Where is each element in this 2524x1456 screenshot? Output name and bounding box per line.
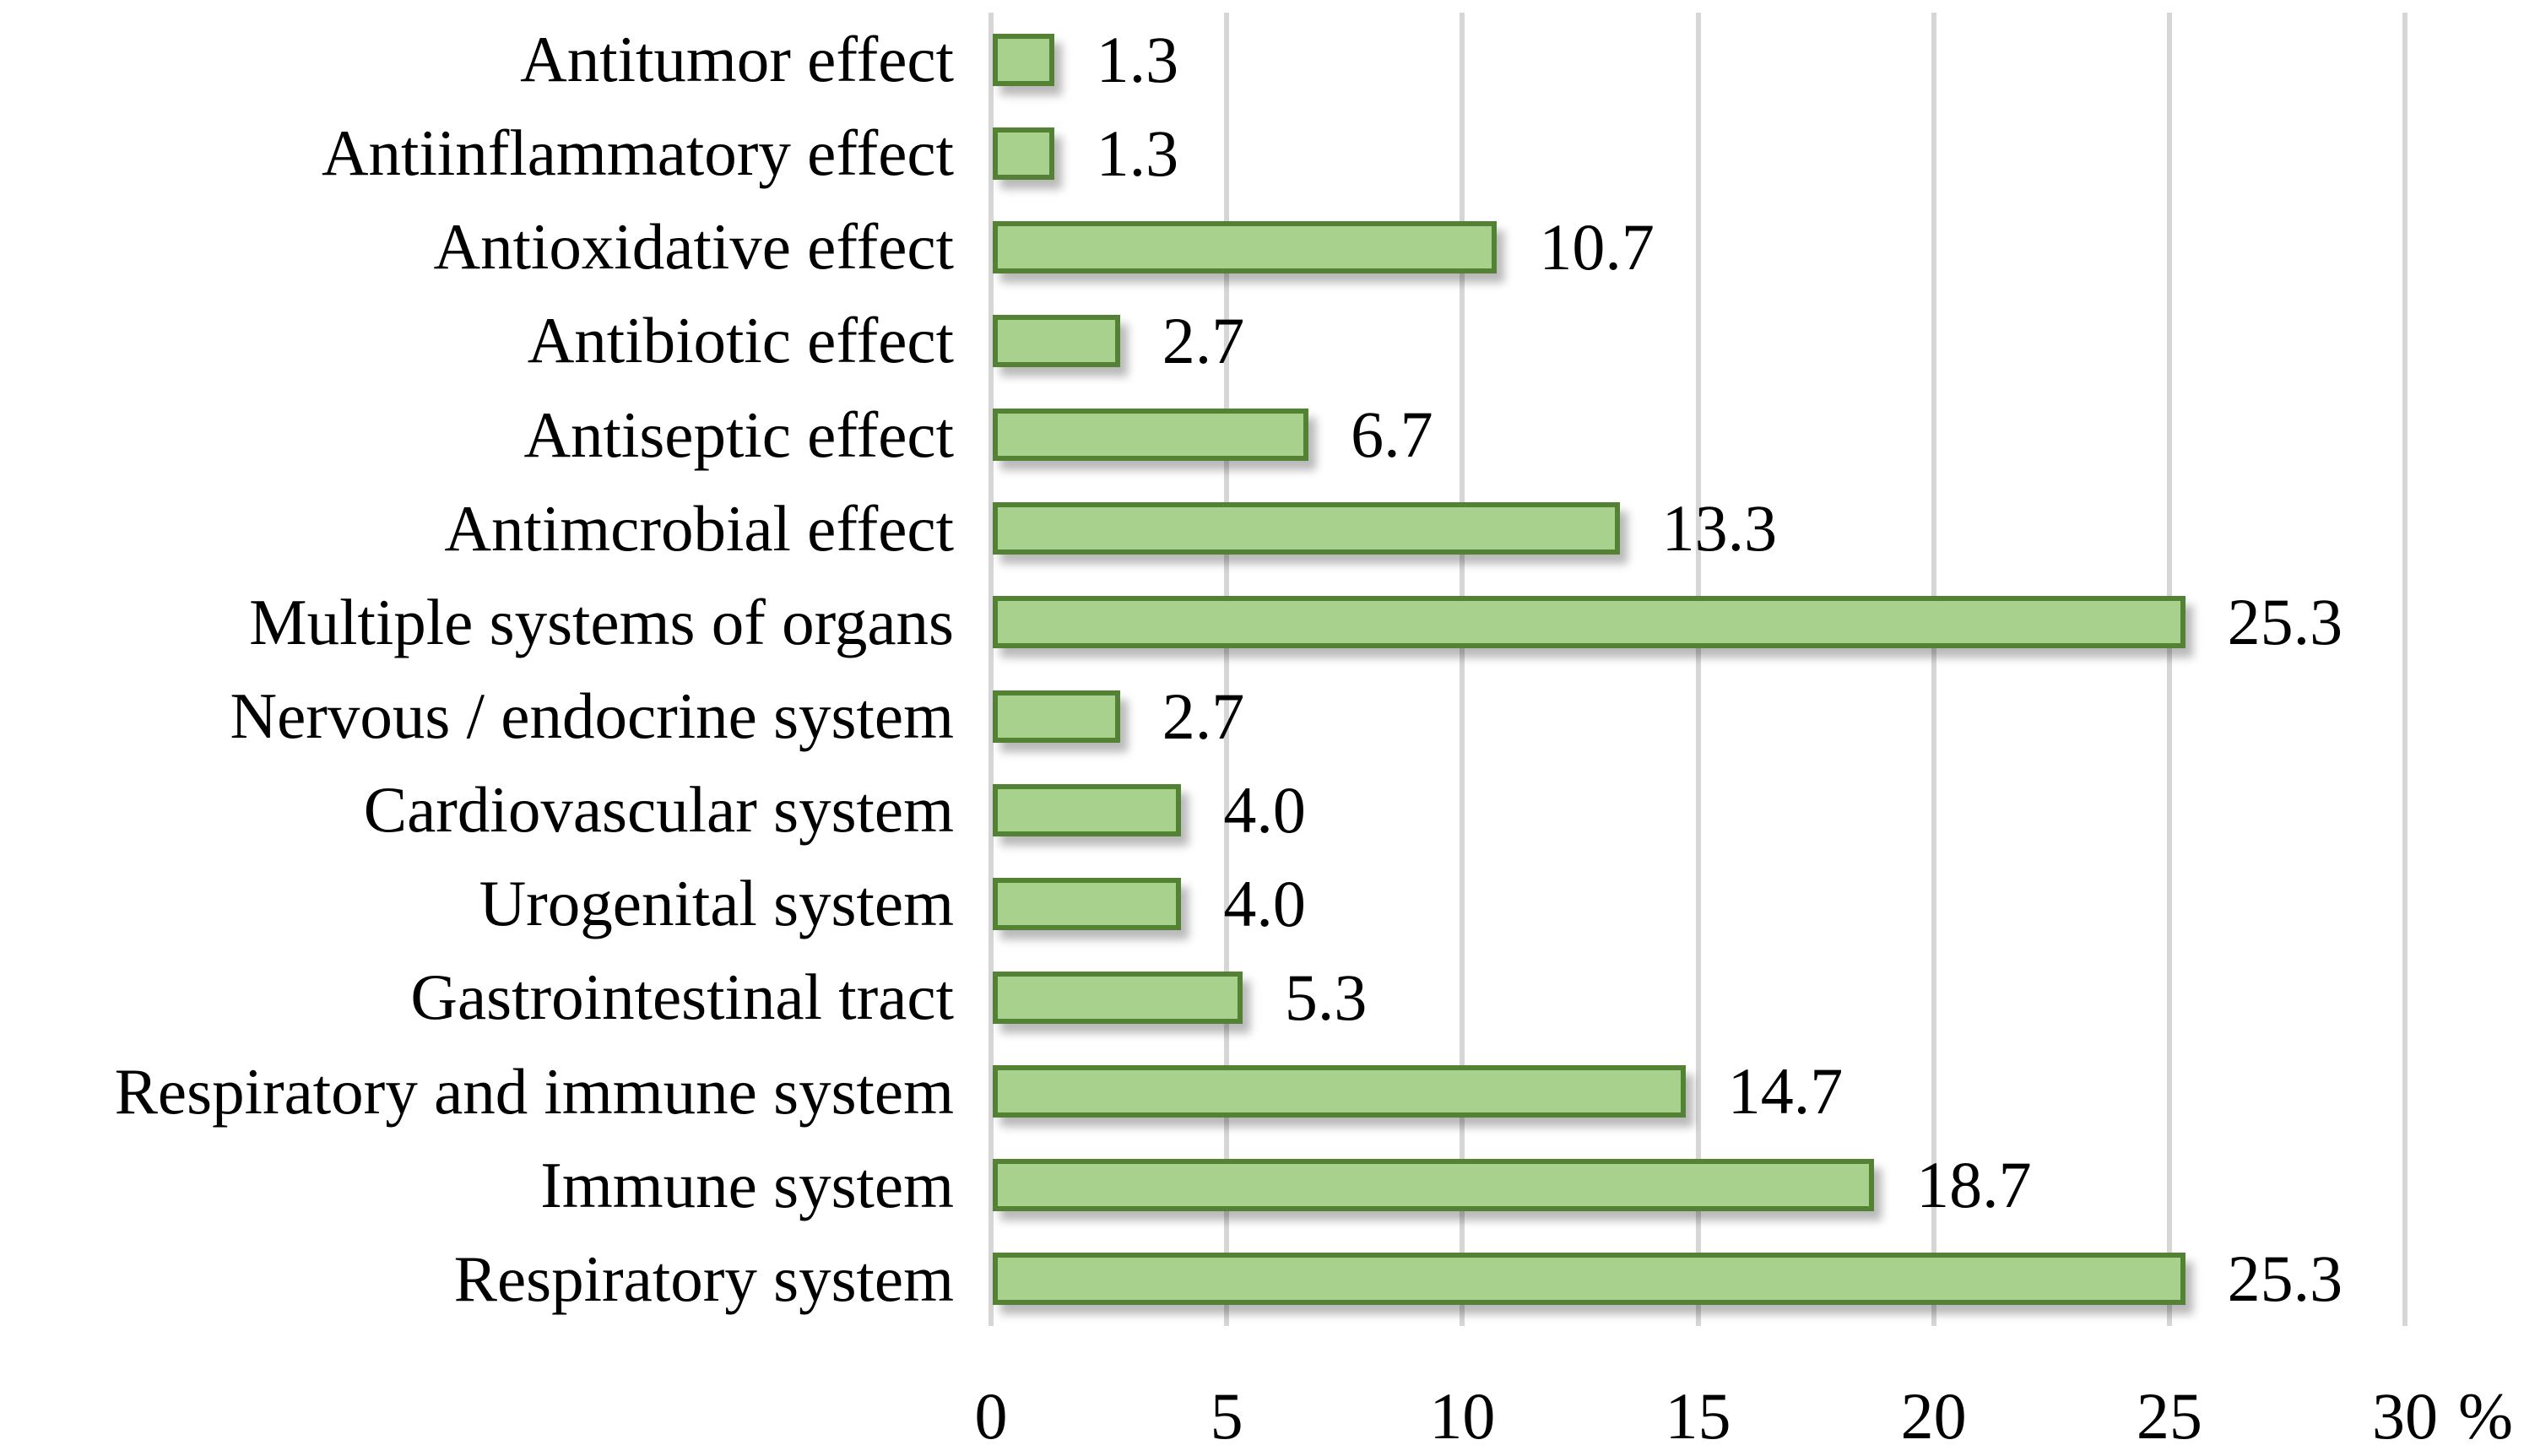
category-label: Antioxidative effect [433, 210, 955, 284]
category-label: Gastrointestinal tract [410, 961, 954, 1034]
bar [993, 971, 1243, 1024]
value-label: 1.3 [1096, 22, 1179, 96]
bar-row: 25.3 [991, 576, 2405, 669]
bar-row: 4.0 [991, 857, 2405, 950]
value-label: 2.7 [1162, 303, 1245, 377]
x-tick-label: 30% [2372, 1379, 2513, 1453]
value-label: 2.7 [1162, 679, 1245, 753]
plot-area: 1.3 1.3 10.7 2.7 6.7 13.3 25.3 2.7 4.0 4… [988, 13, 2408, 1326]
category-label: Respiratory system [453, 1242, 954, 1315]
x-tick-label: 0 [974, 1379, 1008, 1453]
bar [993, 314, 1120, 367]
bar-row: 10.7 [991, 200, 2405, 294]
bar-row: 4.0 [991, 763, 2405, 857]
bar [993, 596, 2185, 649]
value-label: 5.3 [1284, 960, 1368, 1034]
bar-row: 18.7 [991, 1139, 2405, 1232]
category-label: Antibiotic effect [527, 304, 954, 377]
category-label: Antitumor effect [520, 23, 954, 96]
bar [993, 690, 1120, 743]
value-label: 14.7 [1727, 1054, 1844, 1129]
bar [993, 1065, 1686, 1118]
category-label: Immune system [540, 1148, 954, 1221]
percent-sign: % [2458, 1379, 2513, 1453]
gridline [1931, 13, 1936, 1326]
value-label: 1.3 [1096, 116, 1179, 190]
category-label: Respiratory and immune system [114, 1054, 954, 1128]
category-label: Cardiovascular system [363, 773, 954, 847]
value-label: 4.0 [1223, 866, 1306, 940]
value-label: 25.3 [2227, 585, 2343, 659]
gridline [1695, 13, 1701, 1326]
bar [993, 1253, 2185, 1306]
bar [993, 220, 1498, 273]
category-label: Urogenital system [479, 867, 954, 940]
x-tick-label: 5 [1210, 1379, 1243, 1453]
x-tick-label: 10 [1429, 1379, 1496, 1453]
value-label: 25.3 [2227, 1242, 2343, 1316]
x-axis: 0 5 10 15 20 25 30% [975, 1326, 2513, 1456]
value-label: 13.3 [1661, 491, 1778, 566]
bar [993, 1159, 1875, 1212]
category-label: Multiple systems of organs [249, 585, 954, 658]
bar [993, 33, 1054, 86]
bar [993, 409, 1309, 462]
category-labels: Antitumor effect Antiinflammatory effect A… [0, 13, 972, 1326]
bar [993, 783, 1182, 836]
gridline [988, 13, 994, 1326]
category-label: Antiseptic effect [523, 398, 954, 471]
x-tick-label: 15 [1665, 1379, 1731, 1453]
bar-row: 1.3 [991, 13, 2405, 106]
value-label: 4.0 [1223, 772, 1306, 847]
bar [993, 502, 1620, 555]
x-tick-label: 20 [1900, 1379, 1967, 1453]
x-tick-label: 25 [2136, 1379, 2202, 1453]
gridline [1224, 13, 1230, 1326]
bar [993, 127, 1054, 180]
bar-row: 1.3 [991, 106, 2405, 200]
category-label: Antiinflammatory effect [321, 116, 954, 190]
gridline [2402, 13, 2408, 1326]
bar-row: 13.3 [991, 482, 2405, 576]
bar [993, 877, 1182, 930]
bar-row: 25.3 [991, 1232, 2405, 1326]
category-label: Antimcrobial effect [444, 491, 954, 565]
value-label: 18.7 [1916, 1148, 2032, 1222]
bar-row: 2.7 [991, 669, 2405, 763]
value-label: 6.7 [1351, 398, 1433, 472]
bar-row: 5.3 [991, 950, 2405, 1044]
value-label: 10.7 [1539, 209, 1655, 284]
bar-row: 14.7 [991, 1045, 2405, 1139]
bar-row: 2.7 [991, 294, 2405, 387]
gridline [1460, 13, 1465, 1326]
category-label: Nervous / endocrine system [230, 679, 955, 753]
bar-row: 6.7 [991, 388, 2405, 482]
gridline [2166, 13, 2172, 1326]
